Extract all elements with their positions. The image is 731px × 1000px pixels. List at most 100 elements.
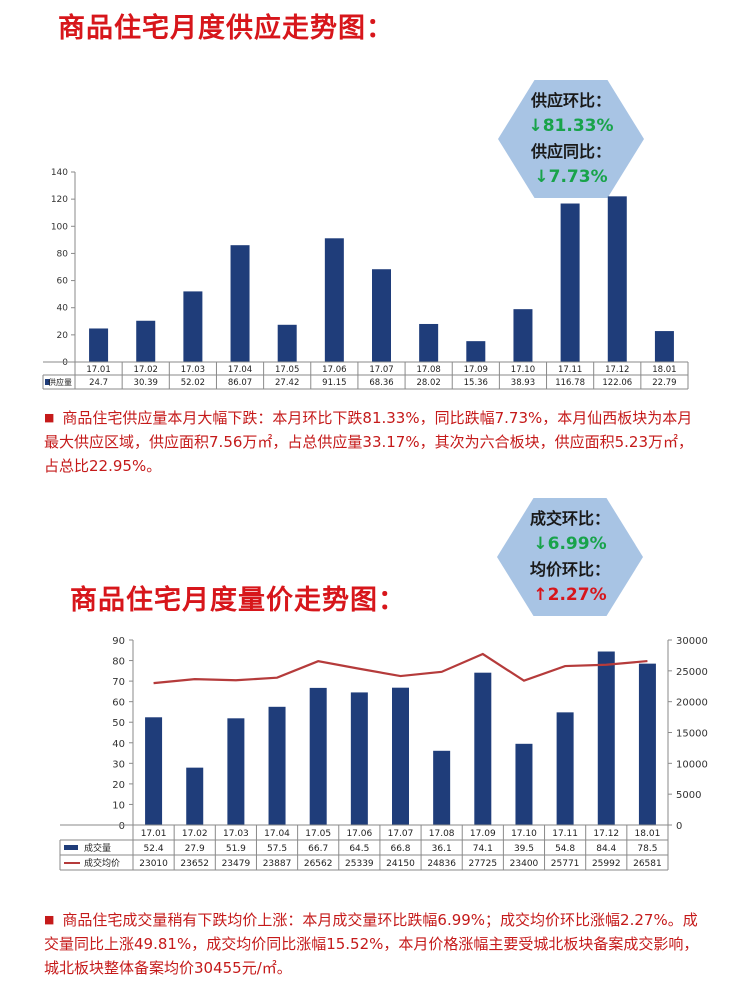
x-tick-label: 18.01 [635,829,661,839]
data-label: 68.36 [369,378,393,388]
deal-mom-value: ↓6.99% [533,534,607,554]
x-tick-label: 17.11 [558,365,582,375]
bar [230,245,250,362]
data-label: 54.8 [555,844,575,854]
x-tick-label: 17.06 [346,829,372,839]
data-label: 27.42 [275,378,299,388]
legend-swatch-bar [64,845,78,850]
bar [597,651,615,825]
legend-label: 成交均价 [84,857,120,869]
data-label: 52.4 [144,844,164,854]
bar [186,767,204,825]
bar [654,331,674,362]
data-label: 116.78 [555,378,585,388]
y2-tick-label: 30000 [676,636,708,647]
data-label: 51.9 [226,844,246,854]
x-tick-label: 17.05 [275,365,299,375]
data-label: 64.5 [349,844,369,854]
supply-mom-label: 供应环比： [530,91,611,110]
bar [560,203,580,362]
bar [607,196,627,362]
y-tick-label: 80 [112,657,125,668]
legend-label: 供应量 [48,377,72,387]
y-tick-label: 90 [112,636,125,647]
x-tick-label: 17.07 [369,365,393,375]
bar [227,718,245,825]
data-label: 26581 [633,859,662,869]
y2-tick-label: 25000 [676,667,708,678]
bar [513,309,533,362]
y2-tick-label: 5000 [676,790,701,801]
data-label: 86.07 [228,378,252,388]
x-tick-label: 17.04 [264,829,290,839]
x-tick-label: 17.10 [511,365,535,375]
bar [433,750,451,825]
bar [350,692,368,825]
supply-chart-title: 商品住宅月度供应走势图： [58,13,394,44]
data-label: 78.5 [637,844,657,854]
data-label: 24.7 [89,378,108,388]
y-tick-label: 10 [112,800,125,811]
bar [556,712,574,825]
x-tick-label: 17.09 [464,365,488,375]
y-tick-label: 20 [112,780,125,791]
supply-yoy-value: ↓7.73% [534,167,608,187]
data-label: 84.4 [596,844,616,854]
bar [392,687,409,825]
y-tick-label: 40 [57,304,69,314]
x-tick-label: 17.01 [141,829,167,839]
y-tick-label: 120 [51,195,68,205]
x-tick-label: 17.02 [182,829,208,839]
volume-price-note-text: 商品住宅成交量稍有下跌均价上涨：本月成交量环比跌幅6.99%；成交均价环比涨幅2… [44,911,699,977]
bar [419,323,439,362]
data-label: 22.79 [652,378,676,388]
supply-yoy-label: 供应同比： [530,142,611,161]
x-tick-label: 17.06 [322,365,346,375]
price-mom-label: 均价环比： [529,560,610,579]
bar [324,238,344,362]
price-mom-value: ↑2.27% [533,585,607,605]
x-tick-label: 17.02 [134,365,158,375]
x-tick-label: 17.12 [605,365,629,375]
data-label: 23887 [263,859,292,869]
y-tick-label: 0 [62,358,68,368]
y2-tick-label: 15000 [676,729,708,740]
y-tick-label: 40 [112,739,125,750]
data-label: 24836 [427,859,456,869]
x-tick-label: 17.08 [416,365,440,375]
data-label: 28.02 [416,378,440,388]
data-label: 122.06 [602,378,632,388]
y-tick-label: 140 [51,168,68,178]
y-tick-label: 60 [112,698,125,709]
y2-tick-label: 0 [676,821,682,832]
supply-bar-chart: 0 20 40 60 80 100 120 140 17.01 24.7 17.02 30.39 17.… [42,168,689,390]
data-label: 39.5 [514,844,534,854]
bullet-square-icon: ■ [44,411,55,424]
data-label: 66.8 [390,844,410,854]
bar [277,324,297,362]
volume-price-note: ■ 商品住宅成交量稍有下跌均价上涨：本月成交量环比跌幅6.99%；成交均价环比涨幅… [44,908,704,980]
y-tick-label: 20 [57,331,69,341]
bar [145,717,163,825]
x-tick-label: 17.04 [228,365,252,375]
deal-mom-label: 成交环比： [529,509,610,528]
data-label: 25339 [345,859,374,869]
data-label: 66.7 [308,844,328,854]
data-label: 91.15 [322,378,346,388]
y-tick-label: 50 [112,718,125,729]
data-label: 74.1 [473,844,493,854]
data-label: 57.5 [267,844,287,854]
supply-mom-value: ↓81.33% [528,116,614,136]
bar [515,743,533,825]
x-tick-label: 17.01 [86,365,110,375]
bar [474,672,492,825]
bar [466,341,486,362]
y-tick-label: 0 [119,821,125,832]
data-label: 23010 [139,859,168,869]
x-tick-label: 17.03 [181,365,205,375]
x-tick-label: 17.12 [593,829,619,839]
bar [309,687,327,825]
data-label: 25992 [592,859,621,869]
x-tick-label: 17.05 [305,829,331,839]
supply-note: ■ 商品住宅供应量本月大幅下跌：本月环比下跌81.33%，同比跌幅7.73%，本月… [44,406,704,478]
